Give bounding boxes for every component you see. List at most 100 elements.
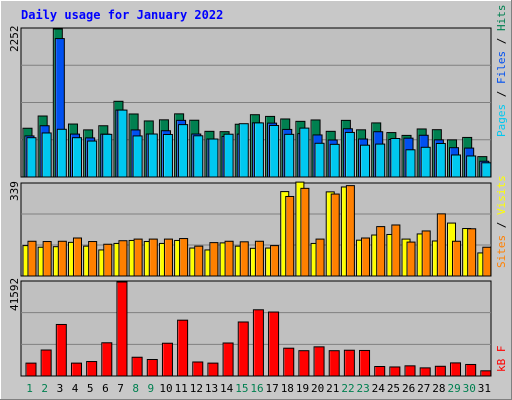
bar-visits-day-23 (356, 240, 365, 276)
bar-sites-day-29-outline (452, 240, 462, 277)
bar-visits-day-29 (447, 223, 456, 276)
bar-pages-day-29-outline (451, 154, 462, 178)
bar-kbytes-day-15 (238, 321, 249, 376)
bar-sites-day-11 (179, 238, 188, 276)
x-tick-label-day-22: 22 (341, 382, 354, 395)
legend-pages: Pages (495, 104, 508, 137)
bar-kbytes-day-20 (314, 346, 325, 376)
bar-kbytes-day-12-outline (192, 361, 204, 377)
bar-files-day-3 (55, 38, 65, 177)
bar-sites-day-18 (285, 196, 294, 276)
bar-sites-day-17 (270, 245, 279, 276)
x-tick-label-day-24: 24 (372, 382, 386, 395)
bar-sites-day-16-outline (254, 240, 264, 277)
bar-pages-day-31 (481, 162, 491, 177)
bar-pages-day-4 (72, 137, 82, 177)
bar-kbytes-day-3 (56, 324, 67, 376)
bar-sites-day-26 (407, 242, 416, 276)
x-tick-label-day-21: 21 (326, 382, 339, 395)
bar-kbytes-day-14 (223, 343, 234, 376)
bar-kbytes-day-4-outline (70, 362, 82, 377)
bar-visits-day-17 (265, 248, 274, 276)
bar-pages-day-30 (466, 155, 476, 177)
bar-kbytes-day-25-outline (389, 366, 401, 377)
bar-kbytes-day-2-outline (40, 349, 52, 377)
bar-pages-day-29 (451, 154, 461, 177)
bar-visits-day-2 (38, 247, 47, 276)
bar-visits-day-30 (462, 228, 471, 276)
legend-sites-visits: Sites / Visits (495, 175, 508, 268)
bar-sites-day-2 (43, 241, 52, 276)
bar-pages-day-25 (390, 138, 400, 177)
bar-sites-day-15-outline (239, 241, 249, 277)
bar-visits-day-27 (417, 233, 426, 276)
bar-pages-day-20 (315, 143, 325, 177)
bar-kbytes-day-29-outline (450, 362, 462, 377)
x-tick-label-day-26: 26 (402, 382, 415, 395)
x-tick-label-day-8: 8 (132, 382, 139, 395)
bar-sites-day-28 (437, 213, 446, 276)
bar-sites-day-1 (28, 241, 36, 276)
bar-kbytes-day-5-outline (86, 361, 98, 377)
bar-pages-day-18-outline (284, 133, 295, 178)
bar-kbytes-day-1-outline (25, 362, 37, 377)
bar-sites-day-13-outline (209, 242, 219, 277)
bar-sites-day-10 (164, 239, 173, 276)
x-tick-label-day-27: 27 (417, 382, 430, 395)
bar-kbytes-day-10 (162, 343, 173, 376)
legend-hits: Hits (495, 5, 508, 32)
panel-pages-files-hits (20, 27, 492, 178)
bar-sites-day-9 (149, 239, 158, 276)
bar-pages-day-6-outline (102, 133, 113, 178)
x-tick-label-day-7: 7 (117, 382, 124, 395)
bar-kbytes-day-17-outline (268, 311, 280, 377)
bar-sites-day-7-outline (118, 240, 128, 277)
bar-visits-day-11 (174, 240, 183, 276)
legend-pages-files-hits: Pages / Files / Hits (495, 5, 508, 138)
bar-pages-day-4-outline (71, 137, 82, 178)
bar-sites-day-6-outline (103, 243, 113, 277)
bar-pages-day-13-outline (208, 138, 219, 178)
bar-pages-day-16-outline (253, 122, 264, 178)
bar-pages-day-27-outline (420, 146, 431, 178)
x-tick-label-day-31: 31 (478, 382, 491, 395)
panel-sites-visits (20, 181, 492, 277)
bar-pages-day-24-outline (375, 143, 386, 178)
bar-sites-day-19 (300, 188, 309, 276)
bar-kbytes-day-23 (359, 350, 370, 376)
bar-visits-day-28 (432, 240, 441, 276)
bar-pages-day-26-outline (405, 149, 416, 178)
bar-pages-day-27 (421, 147, 431, 177)
bar-kbytes-day-29 (450, 362, 461, 376)
bar-kbytes-day-15-outline (237, 321, 249, 377)
bar-kbytes-day-25 (389, 366, 400, 376)
x-tick-label-day-23: 23 (357, 382, 370, 395)
bar-sites-day-12-outline (194, 245, 204, 277)
bar-visits-day-5 (83, 246, 92, 276)
bar-pages-day-17 (269, 125, 279, 177)
bar-visits-day-25 (386, 234, 395, 276)
legend-sep-3: / (495, 215, 508, 235)
bar-sites-day-23-outline (361, 237, 371, 277)
bar-visits-day-14 (220, 242, 229, 276)
bar-pages-day-10 (163, 134, 173, 177)
bar-visits-day-1 (23, 245, 31, 276)
bar-visits-day-21 (326, 191, 335, 276)
bar-pages-day-14-outline (223, 133, 234, 178)
bar-sites-day-1-outline (27, 240, 37, 277)
bar-kbytes-day-9-outline (146, 359, 158, 377)
bar-kbytes-day-10-outline (161, 342, 173, 377)
bar-kbytes-day-2 (41, 350, 52, 376)
bar-sites-day-4-outline (72, 237, 82, 277)
bar-kbytes-day-1 (26, 363, 36, 376)
bar-pages-day-16 (254, 122, 264, 177)
bar-sites-day-27-outline (421, 230, 431, 277)
bar-pages-day-20-outline (314, 142, 325, 178)
bar-sites-day-13 (209, 242, 218, 276)
bar-sites-day-24-outline (376, 226, 386, 277)
bar-visits-day-12 (189, 248, 198, 276)
bar-kbytes-day-11 (177, 320, 188, 376)
bar-kbytes-day-13-outline (207, 362, 219, 377)
bar-kbytes-day-7-outline (116, 281, 128, 377)
